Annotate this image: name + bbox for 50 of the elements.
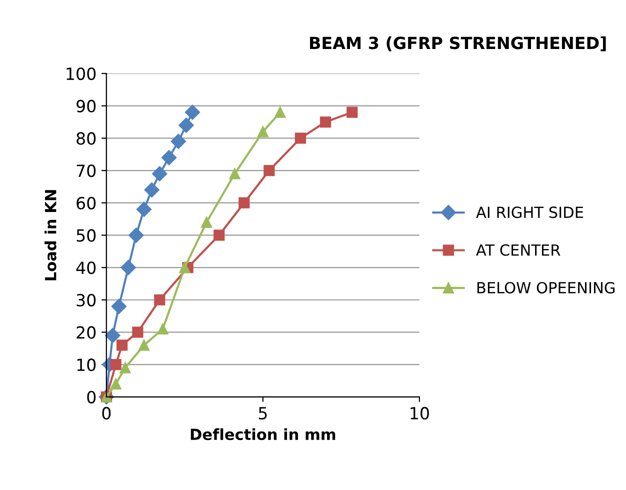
point xyxy=(136,202,152,217)
y-tick-label: 20 xyxy=(76,326,96,339)
point xyxy=(184,104,200,120)
point xyxy=(120,260,136,276)
x-tick-label: 0 xyxy=(102,406,111,420)
legend-label: AT CENTER xyxy=(476,244,560,256)
point xyxy=(154,294,166,306)
point xyxy=(229,168,240,180)
point xyxy=(214,230,225,241)
y-tick-label: 0 xyxy=(87,390,96,404)
point xyxy=(105,328,120,344)
y-tick-label: 70 xyxy=(76,164,96,178)
point xyxy=(179,262,190,274)
point xyxy=(320,116,332,128)
point xyxy=(132,326,144,338)
point xyxy=(110,359,122,370)
y-tick-label: 10 xyxy=(77,358,96,372)
y-tick-label: 80 xyxy=(76,132,96,145)
point xyxy=(152,166,168,182)
point xyxy=(264,164,275,176)
point xyxy=(128,228,144,243)
point xyxy=(161,150,177,166)
point xyxy=(157,323,168,335)
point xyxy=(238,197,250,208)
point xyxy=(111,298,127,314)
point xyxy=(144,182,160,198)
point xyxy=(178,118,194,133)
point xyxy=(120,362,131,374)
y-tick-label: 50 xyxy=(76,229,96,242)
x-axis-title: Deflection in mm xyxy=(190,428,336,440)
point xyxy=(274,106,286,118)
point xyxy=(346,106,358,118)
point xyxy=(138,340,150,351)
x-tick-label: 10 xyxy=(410,406,429,420)
point xyxy=(170,134,186,149)
point xyxy=(201,216,212,228)
y-tick-label: 90 xyxy=(76,100,96,112)
point xyxy=(257,126,268,138)
y-tick-label: 60 xyxy=(76,196,96,210)
y-tick-label: 30 xyxy=(76,294,96,306)
y-axis-title: Load in KN xyxy=(44,190,56,280)
text: BEAM 3 (GFRP STRENGTHENED] xyxy=(310,36,606,52)
x-tick-label: 5 xyxy=(258,407,267,420)
point xyxy=(294,132,306,144)
y-tick-label: 100 xyxy=(66,67,96,80)
legend-label: AI RIGHT SIDE xyxy=(476,206,584,218)
point xyxy=(110,378,122,390)
legend-label: BELOW OPEENING xyxy=(477,282,615,294)
point xyxy=(116,340,128,351)
y-tick-label: 40 xyxy=(76,262,96,274)
